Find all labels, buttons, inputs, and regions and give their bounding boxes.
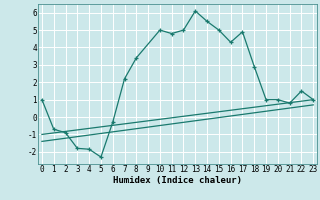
X-axis label: Humidex (Indice chaleur): Humidex (Indice chaleur) — [113, 176, 242, 185]
